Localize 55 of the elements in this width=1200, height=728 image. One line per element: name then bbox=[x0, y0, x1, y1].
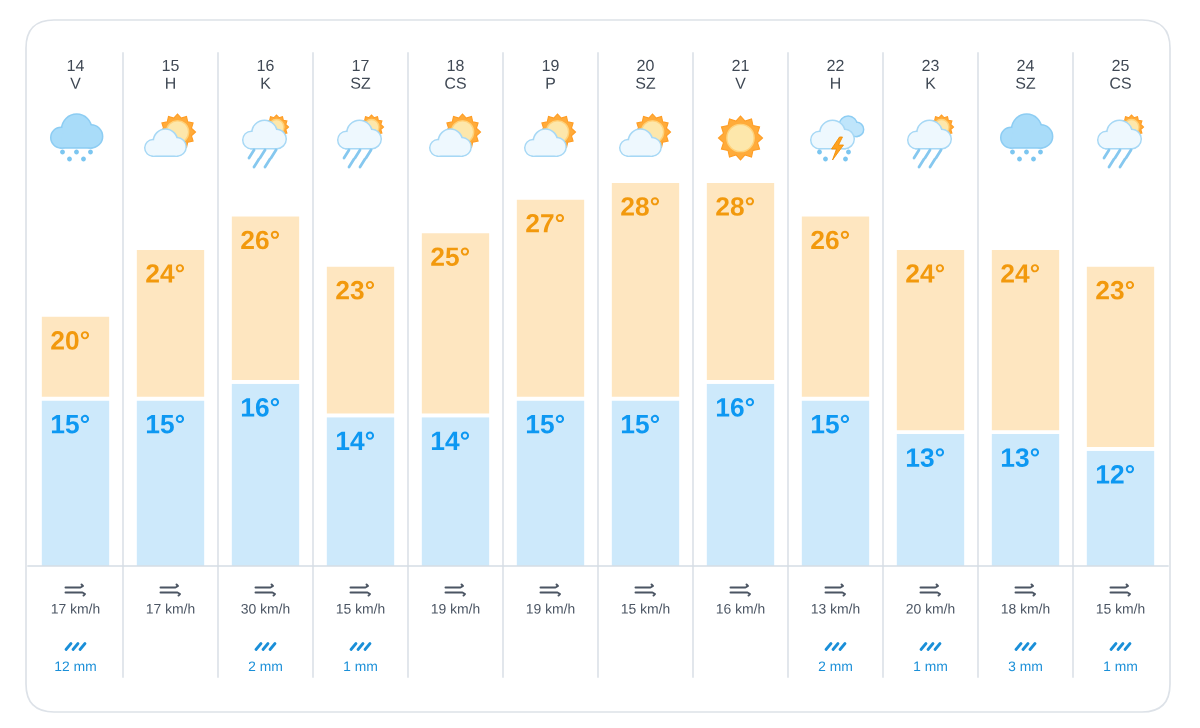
data-label: 1 mm bbox=[1104, 661, 1137, 672]
x-tick-label: 22 H bbox=[827, 59, 844, 89]
total-label: 24° bbox=[1001, 264, 1040, 283]
data-label: 13° bbox=[906, 448, 945, 467]
data-label: 15 km/h bbox=[336, 603, 385, 614]
data-label: 13° bbox=[1001, 448, 1040, 467]
data-label: 1 mm bbox=[914, 661, 947, 672]
data-label: 2 mm bbox=[248, 661, 282, 672]
total-label: 24° bbox=[906, 264, 945, 283]
data-label: 14° bbox=[431, 431, 470, 450]
data-label: 30 km/h bbox=[241, 603, 290, 614]
data-label: 12° bbox=[1096, 465, 1135, 484]
total-label: 23° bbox=[1096, 280, 1135, 300]
data-label: 17 km/h bbox=[146, 603, 195, 614]
data-label: 15° bbox=[621, 414, 660, 434]
data-label: 14° bbox=[336, 431, 375, 450]
x-tick-label: 17 SZ bbox=[351, 59, 371, 89]
data-label: 16 km/h bbox=[716, 603, 765, 614]
data-label: 18 km/h bbox=[1001, 603, 1050, 614]
x-tick-label: 21 V bbox=[732, 59, 749, 89]
x-tick-label: 23 K bbox=[922, 59, 939, 89]
data-label: 15° bbox=[526, 414, 565, 434]
data-label: 1 mm bbox=[344, 661, 377, 672]
data-label: 15° bbox=[811, 414, 850, 434]
data-label: 16° bbox=[241, 398, 280, 417]
data-label: 15° bbox=[51, 414, 90, 434]
data-label: 16° bbox=[716, 398, 755, 417]
total-label: 26° bbox=[241, 230, 280, 250]
data-label: 17 km/h bbox=[51, 603, 100, 614]
data-label: 19 km/h bbox=[526, 603, 575, 614]
x-tick-label: 15 H bbox=[162, 59, 179, 89]
total-label: 27° bbox=[526, 213, 565, 233]
total-label: 28° bbox=[621, 197, 660, 216]
x-tick-label: 14 V bbox=[67, 59, 84, 89]
total-label: 25° bbox=[431, 247, 470, 267]
x-tick-label: 18 CS bbox=[445, 59, 466, 89]
x-tick-label: 20 SZ bbox=[636, 59, 656, 89]
total-label: 28° bbox=[716, 197, 755, 216]
data-label: 15° bbox=[146, 414, 185, 434]
data-label: 15 km/h bbox=[621, 603, 670, 614]
total-label: 20° bbox=[51, 331, 90, 350]
x-tick-label: 19 P bbox=[542, 59, 559, 89]
x-tick-label: 16 K bbox=[257, 59, 274, 89]
data-label: 20 km/h bbox=[906, 603, 955, 614]
total-label: 24° bbox=[146, 264, 185, 283]
total-label: 23° bbox=[336, 280, 375, 300]
data-label: 3 mm bbox=[1008, 661, 1042, 672]
x-tick-label: 24 SZ bbox=[1016, 59, 1036, 89]
data-label: 2 mm bbox=[818, 661, 852, 672]
data-label: 15 km/h bbox=[1096, 603, 1145, 614]
data-label: 19 km/h bbox=[431, 603, 480, 614]
x-tick-label: 25 CS bbox=[1110, 59, 1131, 89]
data-label: 12 mm bbox=[55, 661, 96, 672]
total-label: 26° bbox=[811, 230, 850, 250]
data-label: 13 km/h bbox=[811, 603, 860, 614]
